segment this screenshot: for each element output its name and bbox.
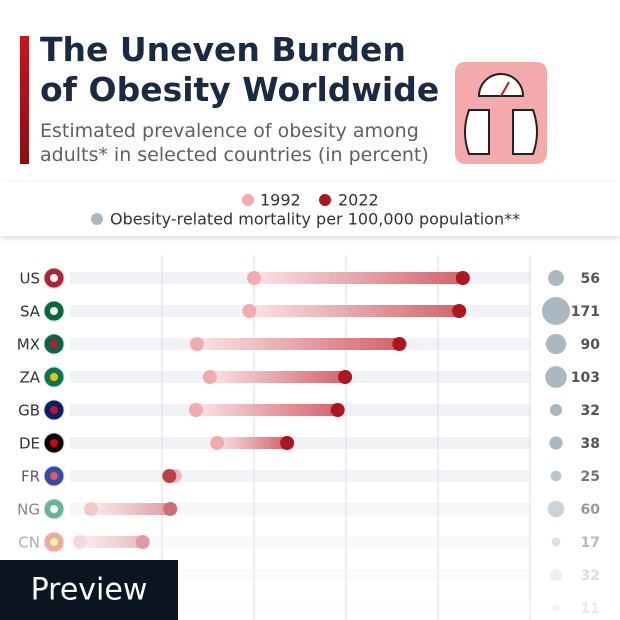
flag [43, 531, 65, 553]
dot-1992 [202, 370, 217, 384]
chart-subtitle: Estimated prevalence of obesity among ad… [40, 120, 429, 166]
connector [196, 338, 400, 350]
row-band [70, 569, 530, 581]
legend-marker [319, 194, 331, 206]
flag [50, 472, 58, 480]
flag [50, 307, 58, 315]
row-band [70, 470, 530, 482]
mortality-label: 103 [571, 370, 600, 386]
y-tick-label: CN [18, 534, 40, 552]
mortality-label: 25 [581, 469, 600, 485]
y-tick-label: SA [20, 303, 41, 321]
mortality-bubble [549, 403, 563, 417]
dot-1992 [73, 535, 88, 549]
dot-1992 [189, 403, 204, 417]
row: CN 17 [18, 531, 600, 553]
flag [50, 373, 58, 381]
legend-band [0, 182, 620, 236]
mortality-bubble [549, 436, 563, 450]
row-band [70, 602, 530, 614]
mortality-label: 90 [581, 337, 601, 353]
flag [50, 406, 58, 414]
flag [50, 538, 58, 546]
dot-1992 [189, 337, 204, 351]
y-tick-label: NG [17, 501, 40, 519]
flag [50, 505, 58, 513]
mortality-label: 32 [581, 568, 600, 584]
preview-banner [0, 560, 178, 620]
legend-label: 1992 [260, 191, 301, 210]
connector [217, 437, 288, 449]
dot-1992 [210, 436, 225, 450]
mortality-bubble [545, 333, 567, 355]
connector [249, 305, 460, 317]
mortality-label: 56 [581, 271, 600, 287]
connector [196, 404, 338, 416]
row-band [70, 437, 530, 449]
dot-2022 [452, 304, 467, 318]
mortality-label: 17 [581, 535, 600, 551]
y-tick-label: MX [17, 336, 40, 354]
connector [254, 272, 463, 284]
dot-2022 [330, 403, 345, 417]
legend-label: 2022 [338, 191, 379, 210]
y-tick-label: GB [18, 402, 40, 420]
dot-2022 [163, 502, 178, 516]
dot-2022 [135, 535, 150, 549]
dot-2022 [392, 337, 407, 351]
mortality-label: 38 [581, 436, 600, 452]
row-band [70, 536, 530, 548]
row: SA 171 [20, 297, 600, 325]
flag [50, 340, 58, 348]
y-tick-label: US [19, 270, 40, 288]
mortality-bubble [545, 366, 567, 388]
row: ZA 103 [19, 366, 600, 388]
mortality-bubble [549, 568, 563, 582]
scale-icon [455, 62, 547, 164]
connector [80, 536, 143, 548]
row: FR 25 [21, 465, 600, 487]
chart-title: The Uneven Burden of Obesity Worldwide [40, 30, 440, 109]
connector [209, 371, 346, 383]
preview-text: Preview [31, 573, 148, 608]
flag [50, 274, 58, 282]
row: US 56 [19, 267, 600, 289]
dot-2022 [338, 370, 353, 384]
scale-drawing [464, 73, 538, 155]
mortality-bubble [542, 297, 570, 325]
dot-1992 [242, 304, 257, 318]
mortality-bubble [551, 537, 561, 547]
dot-2022 [280, 436, 295, 450]
row: DE 38 [19, 432, 600, 454]
mortality-label: 32 [581, 403, 600, 419]
mortality-bubble [547, 500, 565, 518]
row: GB 32 [18, 399, 600, 421]
mortality-bubble [552, 604, 560, 612]
dot-1992 [247, 271, 261, 285]
row: NG 60 [17, 498, 601, 520]
mortality-label: 171 [571, 304, 600, 320]
row: 11 [552, 601, 600, 617]
dot-2022 [162, 469, 177, 483]
row: MX 90 [17, 333, 601, 355]
row: 32 [549, 568, 600, 584]
flag [50, 439, 58, 447]
legend-label: Obesity-related mortality per 100,000 po… [110, 210, 520, 229]
accent-bar [20, 36, 29, 164]
dot-2022 [455, 271, 470, 285]
legend-marker [242, 194, 254, 206]
y-tick-label: DE [19, 435, 40, 453]
dot-1992 [84, 502, 99, 516]
mortality-label: 11 [581, 601, 600, 617]
mortality-bubble [550, 470, 562, 482]
mortality-bubble [547, 269, 565, 287]
row-band [70, 503, 530, 515]
legend-marker [91, 213, 103, 225]
connector [91, 503, 171, 515]
mortality-label: 60 [581, 502, 601, 518]
y-tick-label: ZA [19, 369, 40, 387]
y-tick-label: FR [21, 468, 40, 486]
